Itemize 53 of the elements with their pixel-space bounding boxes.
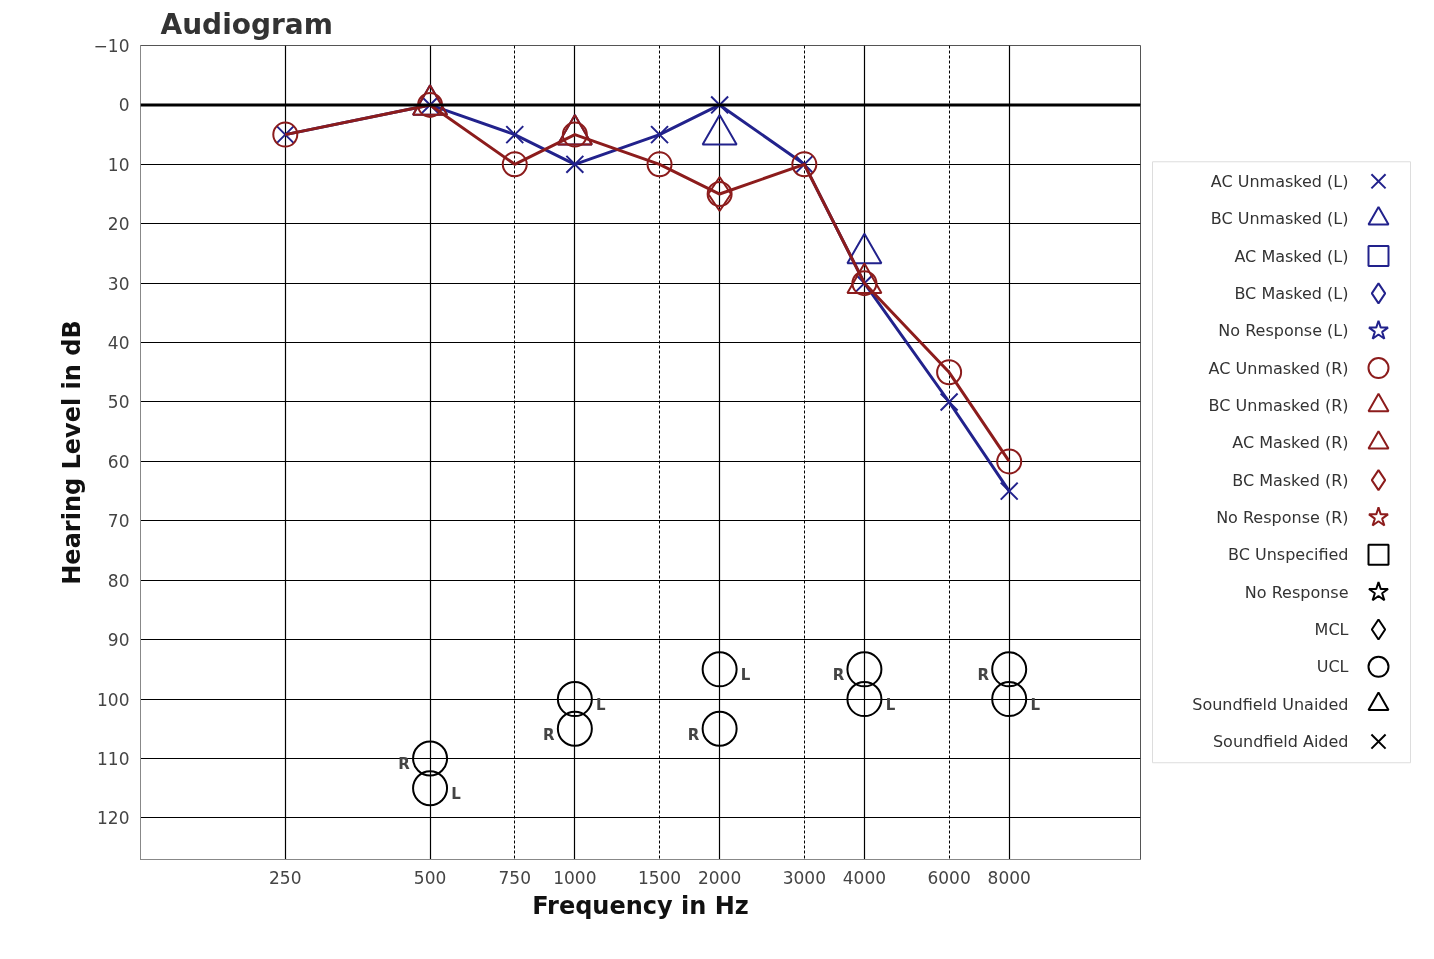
x-tick-label: 750 bbox=[498, 867, 531, 888]
y-tick-label: 120 bbox=[97, 808, 130, 829]
legend-label: Soundfield Unaided bbox=[1192, 694, 1349, 714]
y-tick-label: −10 bbox=[93, 36, 130, 56]
y-tick-label: 20 bbox=[107, 214, 130, 235]
y-tick-label: 50 bbox=[107, 392, 130, 413]
legend-label: No Response (R) bbox=[1216, 507, 1349, 527]
legend-label: AC Masked (R) bbox=[1232, 433, 1349, 453]
data-label: L bbox=[596, 696, 607, 715]
x-tick-label: 4000 bbox=[842, 867, 887, 888]
y-tick-label: 100 bbox=[97, 689, 130, 710]
data-label: R bbox=[398, 755, 411, 774]
x-axis-title: Frequency in Hz bbox=[532, 891, 749, 920]
x-tick-label: 250 bbox=[269, 867, 302, 888]
legend-label: BC Unmasked (L) bbox=[1210, 209, 1349, 229]
x-tick-label: 6000 bbox=[927, 867, 971, 888]
legend-label: BC Unmasked (R) bbox=[1208, 395, 1349, 415]
legend-label: AC Unmasked (R) bbox=[1208, 358, 1349, 378]
legend-label: No Response bbox=[1244, 582, 1349, 602]
data-label: R bbox=[977, 666, 990, 685]
legend-label: No Response (L) bbox=[1218, 321, 1349, 341]
y-axis-title: Hearing Level in dB bbox=[57, 320, 86, 585]
x-tick-label: 2000 bbox=[698, 867, 742, 888]
data-label: L bbox=[885, 696, 896, 715]
data-label: R bbox=[543, 725, 556, 744]
data-label: L bbox=[1030, 696, 1041, 715]
y-tick-label: 70 bbox=[107, 511, 130, 532]
y-tick-label: 110 bbox=[97, 748, 130, 769]
data-label: L bbox=[740, 666, 751, 685]
y-tick-label: 30 bbox=[107, 273, 130, 294]
legend-label: BC Unspecified bbox=[1228, 545, 1349, 565]
y-tick-label: 10 bbox=[107, 154, 130, 175]
y-tick-label: 80 bbox=[107, 570, 130, 591]
y-tick-label: 0 bbox=[118, 95, 130, 116]
y-tick-label: 60 bbox=[107, 451, 130, 472]
data-label: R bbox=[687, 725, 700, 744]
x-tick-label: 500 bbox=[413, 867, 447, 888]
legend-label: BC Masked (R) bbox=[1232, 470, 1349, 490]
legend-label: AC Unmasked (L) bbox=[1210, 171, 1349, 191]
x-tick-label: 1000 bbox=[553, 867, 597, 888]
legend-label: BC Masked (L) bbox=[1234, 283, 1349, 303]
x-tick-label: 3000 bbox=[782, 867, 826, 888]
y-tick-label: 40 bbox=[107, 333, 130, 354]
legend-label: UCL bbox=[1316, 657, 1349, 677]
y-tick-label: 90 bbox=[107, 630, 130, 651]
legend-label: MCL bbox=[1314, 619, 1349, 639]
data-label: R bbox=[832, 666, 845, 685]
x-tick-label: 8000 bbox=[987, 867, 1031, 888]
data-label: L bbox=[451, 785, 462, 804]
chart-title: Audiogram bbox=[160, 7, 333, 41]
x-tick-label: 1500 bbox=[637, 867, 682, 888]
legend-label: Soundfield Aided bbox=[1212, 732, 1349, 752]
legend-label: AC Masked (L) bbox=[1234, 246, 1349, 266]
